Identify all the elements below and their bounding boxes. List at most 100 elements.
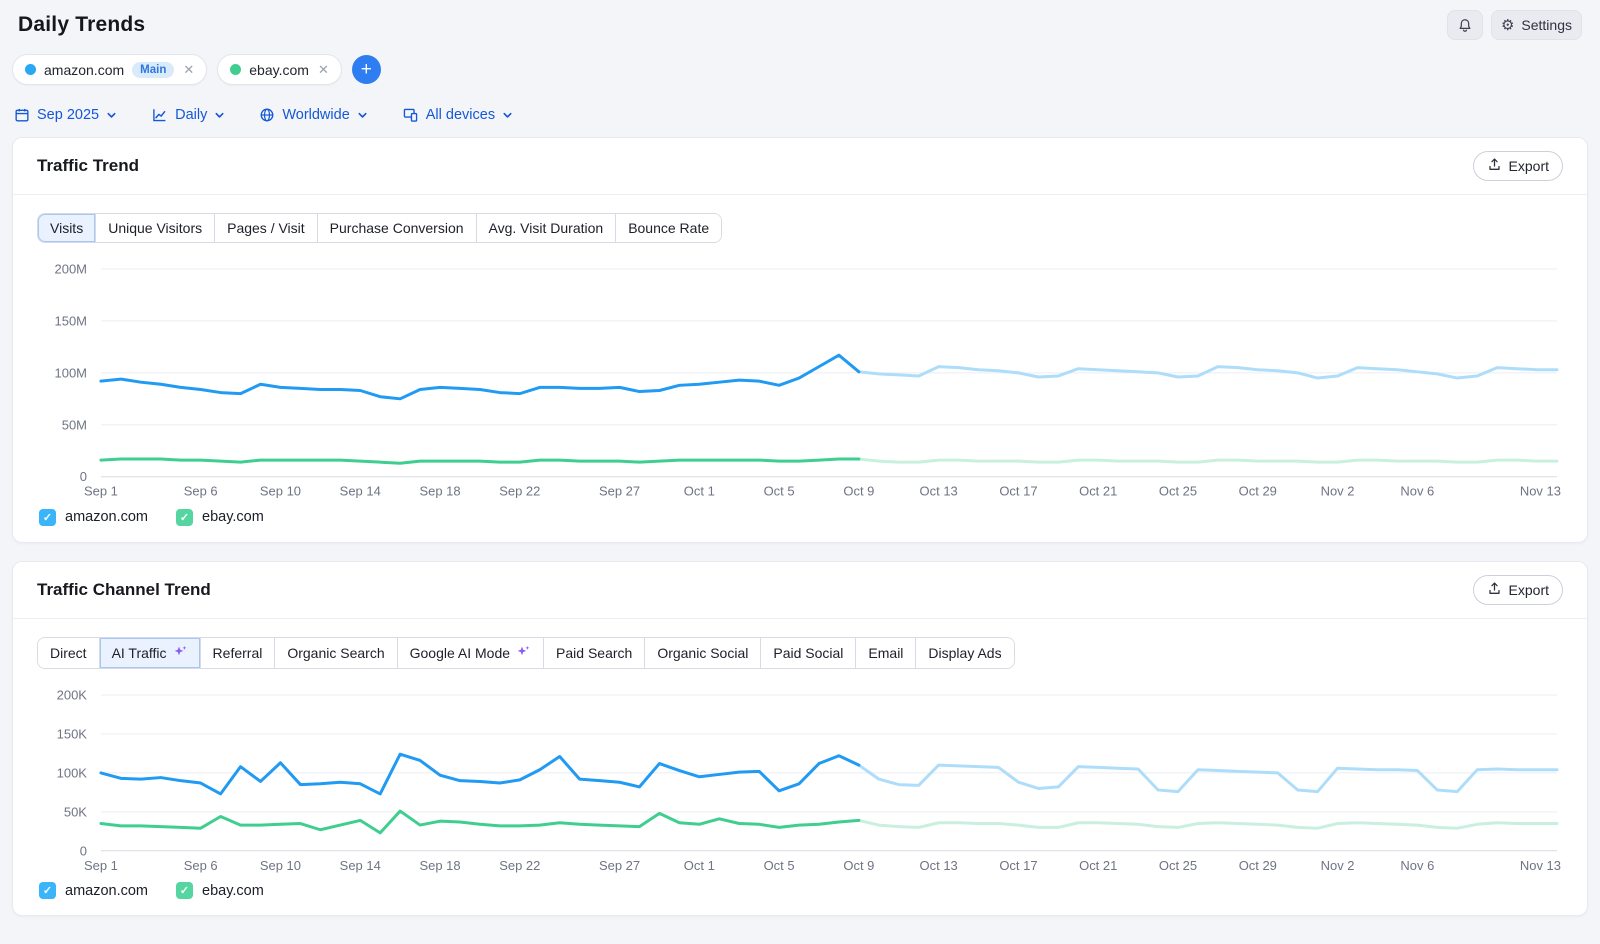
svg-text:Oct 25: Oct 25 <box>1159 484 1197 499</box>
svg-text:Sep 14: Sep 14 <box>340 484 381 499</box>
svg-text:Oct 5: Oct 5 <box>764 484 795 499</box>
svg-text:Sep 27: Sep 27 <box>599 484 640 499</box>
amazon-color-dot-icon <box>25 64 36 75</box>
filter-date-range[interactable]: Sep 2025 <box>14 107 117 123</box>
svg-text:150K: 150K <box>57 726 88 741</box>
filters-row: Sep 2025 Daily Worldwide <box>14 107 1588 123</box>
check-icon: ✓ <box>179 511 190 524</box>
legend-label: amazon.com <box>65 509 149 526</box>
bell-icon <box>1457 17 1473 34</box>
remove-domain-icon[interactable]: ✕ <box>317 61 329 77</box>
settings-button-label: Settings <box>1521 17 1572 33</box>
topbar: Daily Trends ⚙ Settings <box>12 6 1588 40</box>
svg-text:Oct 9: Oct 9 <box>843 857 874 872</box>
tab-display-ads[interactable]: Display Ads <box>916 637 1014 668</box>
checkbox-amazon[interactable]: ✓ <box>39 508 56 526</box>
checkbox-ebay[interactable]: ✓ <box>176 882 194 900</box>
tab-organic-social[interactable]: Organic Social <box>645 637 762 668</box>
svg-text:Nov 6: Nov 6 <box>1400 857 1434 872</box>
domain-chip-amazon[interactable]: amazon.com Main ✕ <box>12 54 208 85</box>
svg-text:Nov 2: Nov 2 <box>1321 857 1355 872</box>
traffic-channel-trend-chart[interactable]: 0 50K 100K 150K 200K Sep 1 Sep 6 Sep 10 Sep 14 Se… <box>37 687 1563 875</box>
tab-visits[interactable]: Visits <box>38 214 97 242</box>
svg-text:50M: 50M <box>62 417 87 432</box>
page-title: Daily Trends <box>18 13 146 36</box>
svg-text:0: 0 <box>80 469 87 484</box>
legend-item-ebay[interactable]: ✓ ebay.com <box>176 508 264 526</box>
legend-item-amazon[interactable]: ✓ amazon.com <box>39 882 148 900</box>
topbar-actions: ⚙ Settings <box>1446 10 1582 40</box>
line-chart-icon <box>151 107 168 123</box>
devices-icon <box>402 107 419 123</box>
traffic-trend-title: Traffic Trend <box>37 156 140 175</box>
tab-purchase-conversion[interactable]: Purchase Conversion <box>317 214 477 242</box>
svg-text:150M: 150M <box>55 313 87 328</box>
svg-text:200M: 200M <box>55 261 87 276</box>
svg-text:Sep 1: Sep 1 <box>84 484 118 499</box>
legend-item-amazon[interactable]: ✓ amazon.com <box>39 508 149 526</box>
chevron-down-icon <box>106 110 117 121</box>
domain-chips-row: amazon.com Main ✕ ebay.com ✕ + <box>12 54 1588 85</box>
traffic-trend-legend: ✓ amazon.com ✓ ebay.com <box>39 508 1563 526</box>
svg-text:Sep 10: Sep 10 <box>260 484 301 499</box>
domain-chip-label: amazon.com <box>44 61 125 78</box>
filter-granularity-label: Daily <box>175 107 208 123</box>
tab-bounce-rate[interactable]: Bounce Rate <box>616 214 722 242</box>
filter-location[interactable]: Worldwide <box>259 107 367 123</box>
export-icon <box>1487 581 1502 599</box>
chevron-down-icon <box>357 110 368 121</box>
traffic-trend-chart[interactable]: 0 50M 100M 150M 200M Sep 1 Sep 6 Sep 10 Sep 14 Se… <box>37 261 1563 501</box>
export-button[interactable]: Export <box>1472 574 1563 605</box>
svg-text:Sep 18: Sep 18 <box>419 484 460 499</box>
export-icon <box>1487 157 1502 175</box>
notifications-button[interactable] <box>1446 10 1483 40</box>
svg-text:Oct 5: Oct 5 <box>764 857 795 872</box>
filter-devices-label: All devices <box>425 107 496 123</box>
tab-direct[interactable]: Direct <box>38 637 100 668</box>
svg-text:Oct 21: Oct 21 <box>1079 857 1117 872</box>
settings-button[interactable]: ⚙ Settings <box>1490 10 1582 40</box>
tab-paid-social[interactable]: Paid Social <box>761 637 857 668</box>
tab-pages-per-visit[interactable]: Pages / Visit <box>215 214 318 242</box>
svg-text:Oct 13: Oct 13 <box>920 857 958 872</box>
chevron-down-icon <box>502 110 513 121</box>
tab-google-ai-mode[interactable]: Google AI Mode <box>397 637 545 668</box>
filter-granularity[interactable]: Daily <box>151 107 225 123</box>
svg-text:200K: 200K <box>57 687 88 702</box>
svg-text:Sep 18: Sep 18 <box>419 857 460 872</box>
legend-label: ebay.com <box>202 882 264 899</box>
check-icon: ✓ <box>42 511 53 524</box>
globe-icon <box>259 107 275 123</box>
svg-text:Sep 27: Sep 27 <box>599 857 640 872</box>
svg-text:0: 0 <box>80 843 87 858</box>
tab-unique-visitors[interactable]: Unique Visitors <box>96 214 216 242</box>
tab-referral[interactable]: Referral <box>200 637 276 668</box>
remove-domain-icon[interactable]: ✕ <box>183 61 195 77</box>
export-button[interactable]: Export <box>1472 151 1563 181</box>
svg-text:Oct 29: Oct 29 <box>1239 484 1277 499</box>
export-button-label: Export <box>1508 581 1549 598</box>
legend-item-ebay[interactable]: ✓ ebay.com <box>176 882 264 900</box>
legend-label: ebay.com <box>202 509 264 526</box>
tab-paid-search[interactable]: Paid Search <box>544 637 646 668</box>
svg-text:Oct 1: Oct 1 <box>684 484 715 499</box>
svg-text:Sep 22: Sep 22 <box>499 857 540 872</box>
domain-chip-label: ebay.com <box>249 61 309 78</box>
tab-ai-traffic[interactable]: AI Traffic <box>99 637 201 668</box>
filter-devices[interactable]: All devices <box>402 107 513 123</box>
chevron-down-icon <box>214 110 225 121</box>
add-domain-button[interactable]: + <box>351 55 381 84</box>
ai-sparkle-icon <box>516 644 531 662</box>
svg-text:Oct 29: Oct 29 <box>1239 857 1277 872</box>
svg-text:Oct 21: Oct 21 <box>1079 484 1117 499</box>
tab-organic-search[interactable]: Organic Search <box>275 637 398 668</box>
svg-text:Sep 6: Sep 6 <box>184 484 218 499</box>
domain-chip-ebay[interactable]: ebay.com ✕ <box>217 54 342 85</box>
checkbox-amazon[interactable]: ✓ <box>39 882 56 900</box>
svg-text:Oct 13: Oct 13 <box>920 484 958 499</box>
traffic-channel-trend-card: Traffic Channel Trend Export Direct AI T… <box>12 560 1588 917</box>
checkbox-ebay[interactable]: ✓ <box>176 508 194 526</box>
tab-avg-visit-duration[interactable]: Avg. Visit Duration <box>476 214 617 242</box>
gear-icon: ⚙ <box>1500 16 1515 34</box>
tab-email[interactable]: Email <box>856 637 917 668</box>
